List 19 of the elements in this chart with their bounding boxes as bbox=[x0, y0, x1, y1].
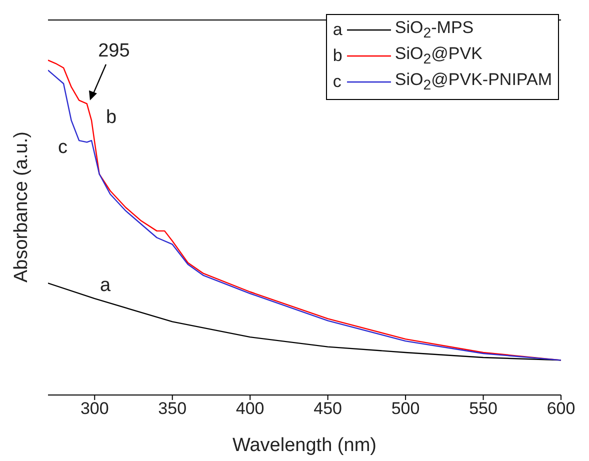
annotation: c bbox=[58, 137, 68, 158]
legend-label: SiO$_{2}$-MPS bbox=[394, 18, 474, 42]
legend-label: SiO$_{2}$@PVK-PNIPAM bbox=[394, 70, 552, 94]
text: a bbox=[332, 20, 344, 40]
x-axis-title: Wavelength (nm) bbox=[232, 435, 376, 456]
y-axis-title: Absorbance (a.u.) bbox=[11, 131, 33, 283]
legend-label: SiO$_{2}$@PVK bbox=[394, 44, 482, 68]
x-tick-label: 550 bbox=[469, 399, 498, 418]
x-tick-label: 500 bbox=[391, 399, 420, 418]
x-tick-label: 300 bbox=[80, 399, 109, 418]
x-tick-label: 400 bbox=[236, 399, 264, 418]
annotation: c bbox=[332, 72, 342, 92]
annotation: a bbox=[100, 275, 111, 296]
annotation: b bbox=[106, 107, 117, 128]
annotation: 295 bbox=[98, 40, 130, 62]
x-tick-label: 450 bbox=[314, 399, 342, 418]
annotation: b bbox=[332, 46, 344, 66]
x-tick-label: 600 bbox=[546, 399, 576, 418]
x-tick-label: 350 bbox=[158, 399, 187, 418]
